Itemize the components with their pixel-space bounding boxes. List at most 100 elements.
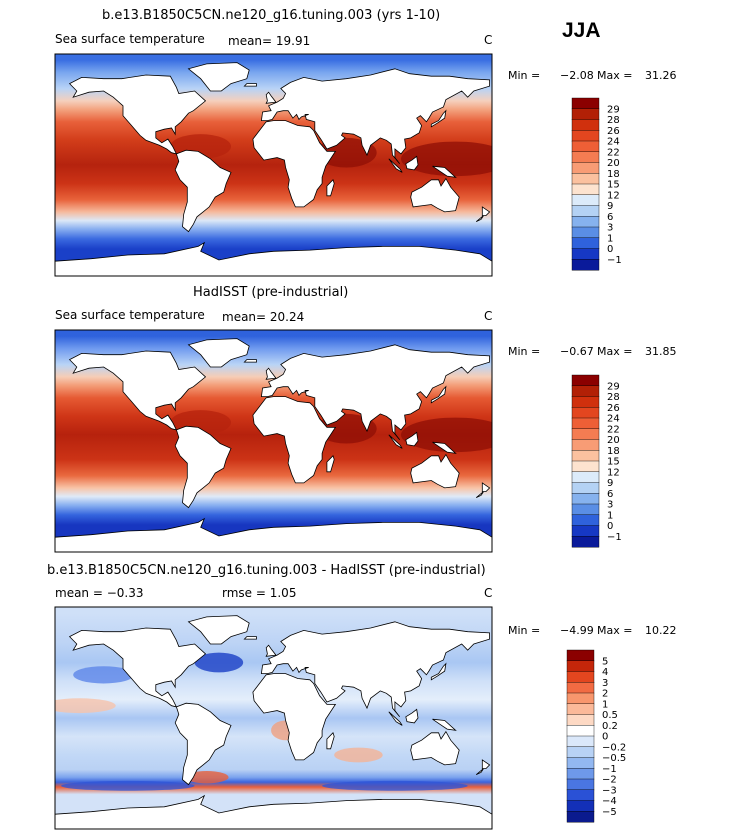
land-outline [68, 74, 207, 155]
land-outline [405, 708, 419, 724]
land-outline [410, 730, 460, 766]
colorbar-tick-label: 28 [607, 115, 620, 126]
land-outline [432, 441, 457, 454]
colorbar-tick-label: 3 [607, 500, 613, 511]
colorbar-swatch [566, 746, 595, 759]
panel-3-mean: mean = −0.33 [55, 586, 144, 600]
land-outline [430, 109, 447, 128]
land-outline [187, 338, 250, 368]
colorbar-swatch [571, 162, 600, 174]
colorbar-tick-label: 0.2 [602, 721, 618, 732]
map-panel-1 [55, 54, 492, 276]
map-frame [54, 329, 493, 553]
map-frame [54, 53, 493, 277]
colorbar-swatch [571, 450, 600, 462]
colorbar-tick-label: 15 [607, 457, 620, 468]
colorbar-swatch [571, 417, 600, 430]
colorbar-swatch [571, 514, 600, 527]
panel-2-max-label: Max = [597, 345, 633, 358]
colorbar-swatch [571, 237, 600, 250]
panel-1-mean: mean= 19.91 [228, 34, 311, 48]
land-outline [187, 62, 250, 92]
anomaly-patch [184, 771, 229, 784]
warm-pool-patch [400, 141, 492, 177]
colorbar-swatch [566, 725, 595, 737]
land-outline [243, 83, 257, 87]
panel-2-units: C [484, 309, 493, 323]
land-outline [252, 396, 337, 484]
panel-3-title: b.e13.B1850C5CN.ne120_g16.tuning.003 - H… [47, 563, 486, 578]
anomaly-patch [73, 666, 134, 684]
warm-pool-patch [400, 417, 492, 453]
panel-2-variable: Sea surface temperature [55, 308, 205, 322]
colorbar-swatch [571, 248, 600, 260]
colorbar-swatch [566, 811, 595, 823]
colorbar-swatch [571, 396, 600, 408]
panel-1-variable: Sea surface temperature [55, 32, 205, 46]
land-outline [55, 794, 492, 829]
anomaly-patch [322, 780, 468, 791]
colorbar-tick-label: 5 [602, 656, 608, 667]
panel-2-max-value: 31.85 [645, 345, 677, 358]
land-outline [55, 241, 492, 276]
land-outline [260, 344, 491, 441]
colorbar-tick-label: 12 [607, 190, 620, 201]
colorbar-swatch [566, 735, 595, 748]
colorbar-tick-label: 15 [607, 180, 620, 191]
colorbar-swatch [571, 460, 600, 473]
colorbar-swatch [566, 768, 595, 780]
land-outline [187, 615, 250, 645]
colorbar-swatch [571, 108, 600, 121]
colorbar-swatch [571, 183, 600, 196]
colorbar-swatch [571, 471, 600, 484]
colorbar-swatch [571, 216, 600, 228]
colorbar-tick-label: 0 [607, 521, 613, 532]
panel-3-units: C [484, 586, 493, 600]
colorbar-tick-label: 6 [607, 212, 613, 223]
colorbar-swatch [566, 800, 595, 812]
anomaly-patch [61, 780, 195, 791]
land-outline [260, 68, 491, 165]
panel-1-max-label: Max = [597, 69, 633, 82]
land-outline [174, 702, 232, 786]
colorbar-swatch [571, 439, 600, 451]
colorbar-tick-label: 9 [607, 201, 613, 212]
colorbar-tick-label: 20 [607, 158, 620, 169]
land-outline [265, 91, 277, 104]
land-outline [174, 425, 232, 509]
colorbar-tick-label: 6 [607, 489, 613, 500]
land-outline [481, 482, 491, 493]
colorbar-tick-label: 20 [607, 435, 620, 446]
land-outline [410, 453, 460, 489]
panel-1-title: b.e13.B1850C5CN.ne120_g16.tuning.003 (yr… [102, 8, 441, 23]
colorbar-swatch [571, 205, 600, 217]
land-outline [475, 215, 484, 223]
colorbar-swatch [566, 649, 595, 662]
colorbar-swatch [571, 482, 600, 494]
land-outline [405, 431, 419, 447]
land-outline [326, 179, 335, 197]
panel-2-mean: mean= 20.24 [222, 310, 305, 324]
colorbar-swatch [571, 525, 600, 537]
colorbar-tick-label: 1 [607, 510, 613, 521]
colorbar-swatch [571, 503, 600, 516]
map-panel-2 [55, 330, 492, 552]
panel-1-units: C [484, 33, 493, 47]
colorbar-swatch [571, 173, 600, 185]
colorbar-tick-label: 29 [607, 381, 620, 392]
colorbar-swatch [566, 703, 595, 716]
colorbar-tick-label: 0 [607, 244, 613, 255]
land-outline [326, 732, 335, 750]
colorbar-tick-label: 12 [607, 467, 620, 478]
colorbar-tick-label: 29 [607, 104, 620, 115]
land-outline [475, 768, 484, 776]
colorbar-tick-label: −0.5 [602, 753, 626, 764]
colorbar-tick-label: −1 [607, 255, 622, 266]
colorbar-tick-label: 26 [607, 403, 620, 414]
colorbar-tick-label: −4 [602, 796, 617, 807]
colorbar-swatch [571, 151, 600, 164]
colorbar-tick-label: 1 [607, 233, 613, 244]
